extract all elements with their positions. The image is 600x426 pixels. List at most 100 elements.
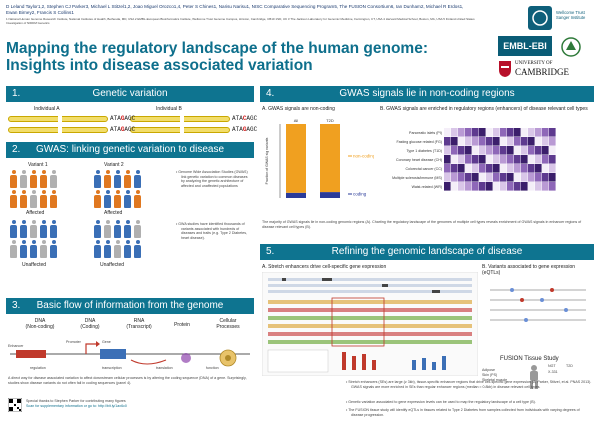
heatmap-cell xyxy=(444,182,451,191)
heatmap-cell xyxy=(479,164,486,173)
heatmap-cell xyxy=(514,182,521,191)
heatmap-cell xyxy=(507,155,514,164)
section-4-caption: The majority of GWAS signals lie in non-… xyxy=(262,220,582,229)
panel-4b-title: B. GWAS signals are enriched in regulato… xyxy=(380,106,588,112)
heatmap-cell xyxy=(465,182,472,191)
heatmap-cell xyxy=(507,137,514,146)
heatmap-cell xyxy=(535,182,542,191)
ebi-logo: EMBL-EBI xyxy=(498,36,552,56)
heatmap-cell xyxy=(500,128,507,137)
heatmap-cell xyxy=(500,155,507,164)
heatmap-cell xyxy=(500,146,507,155)
crest-icon xyxy=(561,37,581,57)
person-icon xyxy=(20,220,27,238)
heatmap-cell xyxy=(472,164,479,173)
section-4-body: A. GWAS signals are non-coding B. GWAS s… xyxy=(260,104,594,242)
person-icon xyxy=(94,170,101,188)
bar-non-coding-All xyxy=(286,124,306,193)
heatmap-row-label: Fasting glucose related (FG) xyxy=(396,140,442,144)
legend-noncoding-label: non-coding xyxy=(353,154,374,159)
flow-body-text: A direct way for disease associated vari… xyxy=(8,376,247,385)
sequence-a1: ATAGAGC xyxy=(110,115,136,122)
person-icon xyxy=(134,170,141,188)
person-icon xyxy=(134,190,141,208)
heatmap-cell xyxy=(528,155,535,164)
enhancer-block xyxy=(16,350,46,358)
heatmap-cell xyxy=(472,128,479,137)
tissue-adipose: Adipose xyxy=(482,368,495,372)
section-3-header: 3. Basic flow of information from the ge… xyxy=(6,298,254,314)
body-silhouette-icon xyxy=(530,365,538,389)
heatmap-cell xyxy=(528,173,535,182)
person-icon xyxy=(104,190,111,208)
heatmap-cell xyxy=(521,164,528,173)
heatmap-cell xyxy=(444,173,451,182)
heatmap-cell xyxy=(458,182,465,191)
y-axis-label: Fraction of GWAS sig variants xyxy=(265,137,269,184)
cambridge-logo: UNIVERSITY OF CAMBRIDGE xyxy=(498,58,594,80)
bar-coding-T2D xyxy=(320,192,340,198)
heatmap-cell xyxy=(472,155,479,164)
heatmap-cell xyxy=(528,128,535,137)
regulation-label: regulation xyxy=(30,366,46,370)
person-icon xyxy=(124,170,131,188)
sanger-emblem-icon xyxy=(528,6,552,30)
section-number: 4. xyxy=(266,88,275,99)
person-icon xyxy=(40,170,47,188)
section-2-body: Variant 1 Variant 2 Affected Affected Un… xyxy=(6,160,254,274)
heatmap-cell xyxy=(479,182,486,191)
heatmap-cell xyxy=(451,164,458,173)
flow-diagram xyxy=(10,341,250,367)
heatmap-cell xyxy=(521,155,528,164)
section-number: 5. xyxy=(266,246,275,257)
person-icon xyxy=(124,190,131,208)
person-icon xyxy=(94,220,101,238)
heatmap-cell xyxy=(444,146,451,155)
heatmap-cell xyxy=(451,173,458,182)
heatmap-cell xyxy=(507,128,514,137)
poster-header: D Leland Taylor1,2, Stephen CJ Parker3, … xyxy=(0,0,600,84)
bar-label-All: All xyxy=(294,118,299,123)
heatmap-cell xyxy=(444,128,451,137)
individual-b-label: Individual B xyxy=(156,106,182,112)
affiliations: 1 National Human Genome Research Institu… xyxy=(6,17,475,25)
chromosome-b2 xyxy=(130,127,230,135)
heatmap-cell xyxy=(493,164,500,173)
section-title: GWAS signals lie in non-coding regions xyxy=(339,88,515,99)
heatmap-cell xyxy=(542,146,549,155)
section-2-header: 2. GWAS: linking genetic variation to di… xyxy=(6,142,254,158)
left-column: 1. Genetic variation Individual A Indivi… xyxy=(6,86,257,422)
heatmap-cell xyxy=(486,155,493,164)
supplement-link[interactable]: Scan for supplementary information or go… xyxy=(26,404,127,408)
section-4-header: 4. GWAS signals lie in non-coding region… xyxy=(260,86,594,102)
poster-title: Mapping the regulatory landscape of the … xyxy=(6,40,506,74)
translation-label: translation xyxy=(156,366,173,370)
author-list: D Leland Taylor1,2, Stephen CJ Parker3, … xyxy=(6,4,464,15)
heatmap-row-label: Coronary heart disease (CH) xyxy=(396,158,442,162)
person-icon xyxy=(104,220,111,238)
person-icon xyxy=(30,170,37,188)
person-icon xyxy=(134,220,141,238)
stretch-enhancer-figure xyxy=(262,272,478,376)
heatmap-cell xyxy=(444,155,451,164)
person-icon xyxy=(50,220,57,238)
section-5-body: A. Stretch enhancers drive cell-specific… xyxy=(260,262,594,424)
sequence-b2: ATAGAGC xyxy=(232,126,258,133)
affected-label-1: Affected xyxy=(26,210,45,216)
heatmap-cell xyxy=(451,128,458,137)
person-icon xyxy=(40,240,47,258)
heatmap-cell xyxy=(549,155,556,164)
qr-code-icon xyxy=(8,398,22,412)
heatmap-cell xyxy=(458,137,465,146)
bar-non-coding-T2D xyxy=(320,124,340,193)
heatmap-cell xyxy=(493,173,500,182)
variant-2-label: Variant 2 xyxy=(104,162,124,168)
person-icon xyxy=(10,190,17,208)
person-icon xyxy=(10,170,17,188)
heatmap-cell xyxy=(493,128,500,137)
sequence-a2: ATAGAGC xyxy=(110,126,136,133)
heatmap-cell xyxy=(528,164,535,173)
section-title: Basic flow of information from the genom… xyxy=(36,300,224,311)
section-title: Refining the genomic landscape of diseas… xyxy=(331,246,523,257)
person-icon xyxy=(40,220,47,238)
